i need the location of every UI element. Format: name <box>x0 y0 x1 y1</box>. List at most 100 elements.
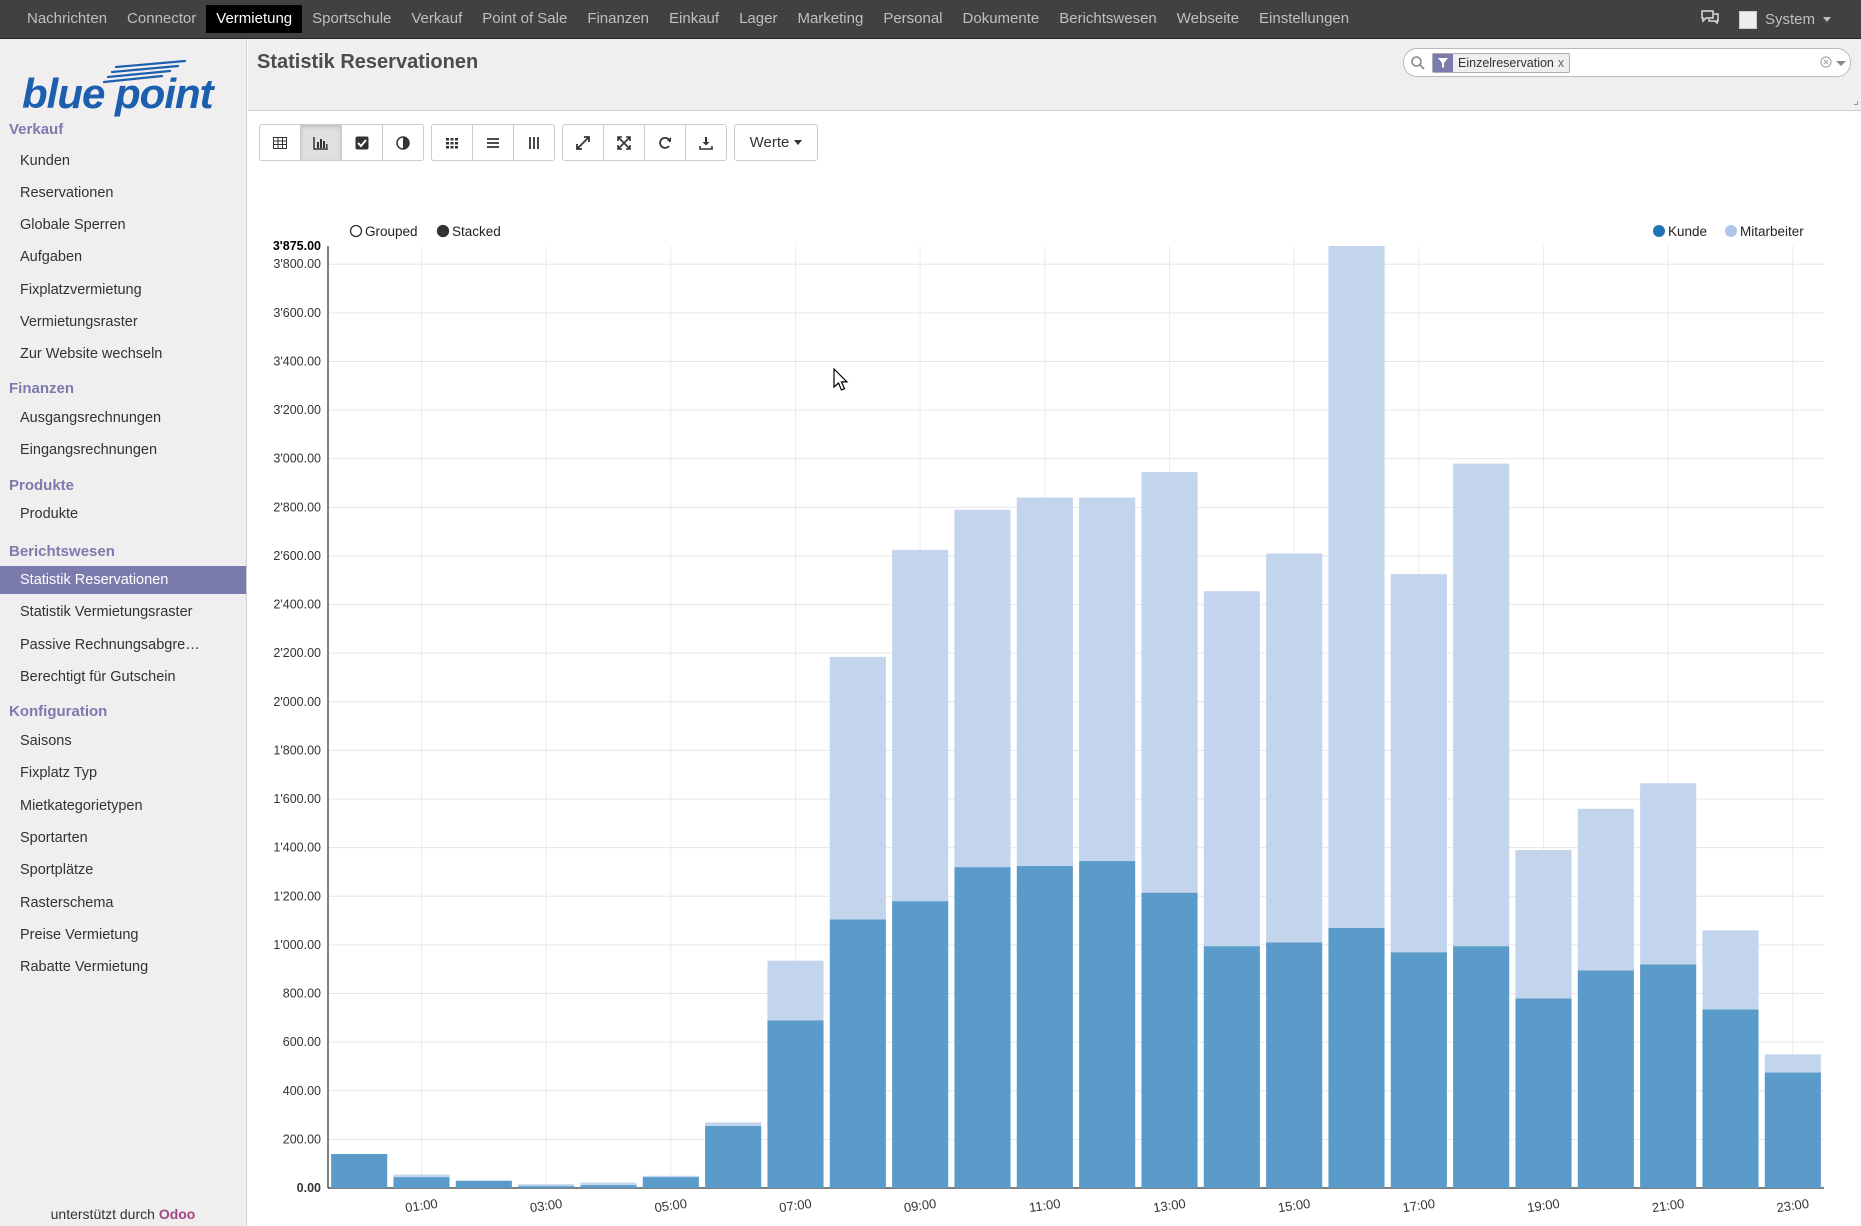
download-button[interactable] <box>685 124 727 161</box>
sidebar-item[interactable]: Fixplatzvermietung <box>20 282 142 298</box>
bar-chart-button[interactable] <box>300 124 342 161</box>
sidebar-item[interactable]: Saisons <box>20 733 72 749</box>
x-tick-label: 11:00 <box>1028 1196 1061 1215</box>
y-tick-label: 3'400.00 <box>273 354 321 368</box>
column-heatmap-button[interactable] <box>513 124 555 161</box>
bar-kunde <box>1079 861 1136 1188</box>
sidebar-item[interactable]: Preise Vermietung <box>20 927 139 943</box>
sidebar-item[interactable]: Eingangsrechnungen <box>20 442 158 458</box>
top-menu-item[interactable]: Finanzen <box>587 10 650 27</box>
sidebar-item[interactable]: Kunden <box>20 153 70 169</box>
sidebar-item[interactable]: Rabatte Vermietung <box>20 959 149 975</box>
legend-label[interactable]: Kunde <box>1668 224 1707 239</box>
bar-kunde <box>1453 946 1510 1188</box>
fullscreen-button[interactable] <box>603 124 645 161</box>
bar-kunde <box>642 1177 699 1188</box>
sidebar-item[interactable]: Reservationen <box>20 185 114 201</box>
x-tick-label: 01:00 <box>404 1196 438 1215</box>
bar-mitarbeiter <box>829 656 886 920</box>
sidebar-item[interactable]: Aufgaben <box>20 249 83 265</box>
bar-mitarbeiter <box>1515 850 1572 999</box>
facet-label: Einzelreservation <box>1458 56 1554 70</box>
x-tick-label: 15:00 <box>1277 1196 1311 1215</box>
clear-icon[interactable] <box>1820 55 1832 73</box>
row-heatmap-button[interactable] <box>472 124 514 161</box>
search-input[interactable]: Einzelreservation x <box>1403 48 1851 77</box>
sidebar-item[interactable]: Mietkategorietypen <box>20 798 143 814</box>
chevron-down-icon <box>1823 17 1831 22</box>
y-tick-label: 3'200.00 <box>273 403 321 417</box>
top-menu-item[interactable]: Sportschule <box>312 10 392 27</box>
sidebar-item[interactable]: Vermietungsraster <box>20 314 138 330</box>
sidebar-section-header: Verkauf <box>9 121 64 138</box>
search-options-toggle-icon[interactable] <box>1836 61 1846 66</box>
top-menu-item[interactable]: Connector <box>127 10 197 27</box>
sidebar-item[interactable]: Zur Website wechseln <box>20 346 163 362</box>
legend-label[interactable]: Mitarbeiter <box>1740 224 1804 239</box>
sidebar-item[interactable]: Fixplatz Typ <box>20 765 98 781</box>
chart-mode-label[interactable]: Stacked <box>452 224 501 239</box>
measures-label: Werte <box>749 134 790 151</box>
top-menu-item[interactable]: Verkauf <box>411 10 463 27</box>
chevron-down-icon <box>794 140 803 145</box>
sidebar-item[interactable]: Rasterschema <box>20 895 114 911</box>
sidebar-item[interactable]: Sportarten <box>20 830 88 846</box>
x-tick-label: 05:00 <box>654 1196 688 1215</box>
top-menu-item[interactable]: Marketing <box>797 10 864 27</box>
sidebar-item[interactable]: Produkte <box>20 506 79 522</box>
facet-remove-icon[interactable]: x <box>1557 56 1565 70</box>
top-menu-item[interactable]: Vermietung <box>206 5 303 33</box>
refresh-button[interactable] <box>644 124 686 161</box>
pivot-table-button[interactable] <box>259 124 301 161</box>
bar-mitarbeiter <box>705 1122 762 1127</box>
sidebar-item[interactable]: Sportplätze <box>20 862 94 878</box>
bar-mitarbeiter <box>1016 497 1073 866</box>
legend-swatch[interactable] <box>1653 225 1665 237</box>
top-menu-item[interactable]: Point of Sale <box>482 10 568 27</box>
heatmap-button[interactable] <box>431 124 473 161</box>
chart-mode-radio[interactable] <box>436 224 450 238</box>
sidebar-item[interactable]: Statistik Vermietungsraster <box>20 604 193 620</box>
sidebar-item[interactable]: Ausgangsrechnungen <box>20 410 162 426</box>
search-facet[interactable]: Einzelreservation x <box>1432 53 1571 73</box>
chart-mode-label[interactable]: Grouped <box>365 224 418 239</box>
bar-mitarbeiter <box>642 1175 699 1178</box>
measures-dropdown[interactable]: Werte <box>734 124 818 161</box>
top-menu-item[interactable]: Nachrichten <box>27 10 108 27</box>
grid-icon <box>446 137 458 148</box>
top-menu-item[interactable]: Einstellungen <box>1259 10 1350 27</box>
bar-chart-icon <box>313 136 328 150</box>
top-menu-item[interactable]: Dokumente <box>962 10 1040 27</box>
y-tick-label: 2'200.00 <box>273 646 321 660</box>
top-menu-item[interactable]: Lager <box>739 10 778 27</box>
bar-kunde <box>1203 946 1260 1188</box>
sidebar-item[interactable]: Globale Sperren <box>20 217 126 233</box>
pie-chart-button[interactable] <box>382 124 424 161</box>
top-menu-item[interactable]: Webseite <box>1176 10 1240 27</box>
bar-mitarbeiter <box>954 509 1011 868</box>
sidebar-item[interactable]: Statistik Reservationen <box>0 566 246 594</box>
bar-kunde <box>1390 952 1447 1188</box>
y-tick-label: 3'600.00 <box>273 306 321 320</box>
bar-mitarbeiter <box>1390 574 1447 953</box>
top-menu-item[interactable]: Einkauf <box>669 10 720 27</box>
sidebar-item[interactable]: Berechtigt für Gutschein <box>20 669 176 685</box>
filter-icon <box>1433 54 1453 72</box>
top-menu-item[interactable]: Berichtswesen <box>1059 10 1157 27</box>
y-tick-label: 1'600.00 <box>273 792 321 806</box>
refresh-icon <box>659 136 671 149</box>
bar-kunde <box>580 1185 637 1188</box>
expand-all-button[interactable] <box>562 124 604 161</box>
chart-mode-radio[interactable] <box>349 224 363 238</box>
bar-mitarbeiter <box>1577 808 1634 971</box>
bar-kunde <box>767 1020 824 1188</box>
mouse-cursor-icon <box>833 368 849 391</box>
odoo-link[interactable]: Odoo <box>158 1206 196 1222</box>
top-menu-item[interactable]: Personal <box>883 10 943 27</box>
sidebar-item[interactable]: Passive Rechnungsabgre… <box>20 637 200 653</box>
layout-group <box>431 124 555 161</box>
chat-icon[interactable] <box>1701 10 1719 29</box>
user-menu[interactable]: System <box>1738 10 1831 29</box>
legend-swatch[interactable] <box>1725 225 1737 237</box>
line-chart-button[interactable] <box>341 124 383 161</box>
